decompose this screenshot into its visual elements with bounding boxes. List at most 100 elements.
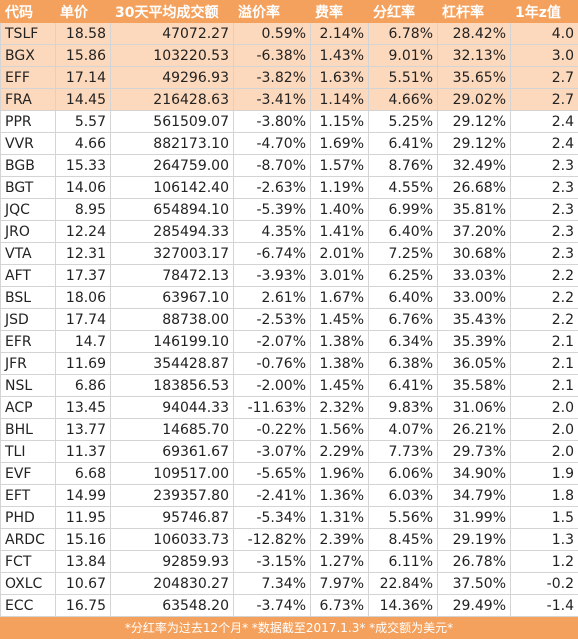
table-cell: 1.9: [511, 463, 578, 485]
table-cell: 16.75: [56, 595, 111, 617]
table-cell: TSLF: [1, 23, 56, 45]
table-cell: 2.7: [511, 89, 578, 111]
table-cell: 2.2: [511, 287, 578, 309]
table-cell: 1.45%: [311, 309, 369, 331]
table-cell: -1.4: [511, 595, 578, 617]
table-cell: 2.3: [511, 221, 578, 243]
table-cell: -3.07%: [234, 441, 311, 463]
table-cell: 18.58: [56, 23, 111, 45]
table-cell: 37.20%: [438, 221, 511, 243]
table-cell: 32.13%: [438, 45, 511, 67]
table-cell: 9.83%: [369, 397, 438, 419]
table-cell: 561509.07: [111, 111, 234, 133]
table-cell: -3.41%: [234, 89, 311, 111]
table-cell: 95746.87: [111, 507, 234, 529]
table-cell: -2.00%: [234, 375, 311, 397]
table-cell: 63548.20: [111, 595, 234, 617]
table-cell: 14.99: [56, 485, 111, 507]
table-cell: 2.1: [511, 375, 578, 397]
table-cell: 12.24: [56, 221, 111, 243]
header-cell: 代码: [1, 1, 56, 23]
table-cell: 1.57%: [311, 155, 369, 177]
table-cell: 2.32%: [311, 397, 369, 419]
table-cell: 6.40%: [369, 221, 438, 243]
table-cell: 8.45%: [369, 529, 438, 551]
header-cell: 分红率: [369, 1, 438, 23]
table-cell: 94044.33: [111, 397, 234, 419]
table-cell: 1.36%: [311, 485, 369, 507]
table-cell: 26.78%: [438, 551, 511, 573]
table-cell: 17.74: [56, 309, 111, 331]
table-cell: 5.25%: [369, 111, 438, 133]
table-cell: -3.74%: [234, 595, 311, 617]
table-cell: 1.43%: [311, 45, 369, 67]
table-cell: 109517.00: [111, 463, 234, 485]
table-cell: 6.78%: [369, 23, 438, 45]
table-cell: 14.36%: [369, 595, 438, 617]
table-cell: 285494.33: [111, 221, 234, 243]
table-cell: 3.0: [511, 45, 578, 67]
table-cell: JRO: [1, 221, 56, 243]
table-cell: JFR: [1, 353, 56, 375]
table-cell: 204830.27: [111, 573, 234, 595]
table-cell: 6.03%: [369, 485, 438, 507]
table-cell: -5.39%: [234, 199, 311, 221]
table-cell: 1.38%: [311, 331, 369, 353]
table-cell: 5.51%: [369, 67, 438, 89]
table-cell: 18.06: [56, 287, 111, 309]
table-cell: 26.68%: [438, 177, 511, 199]
table-cell: 2.29%: [311, 441, 369, 463]
table-cell: 2.3: [511, 199, 578, 221]
table-cell: 1.27%: [311, 551, 369, 573]
table-cell: -6.38%: [234, 45, 311, 67]
table-cell: 4.66%: [369, 89, 438, 111]
table-cell: 10.67: [56, 573, 111, 595]
table-cell: 4.0: [511, 23, 578, 45]
table-cell: 6.41%: [369, 375, 438, 397]
table-cell: 30.68%: [438, 243, 511, 265]
table-cell: 34.90%: [438, 463, 511, 485]
table-cell: EVF: [1, 463, 56, 485]
table-cell: 29.19%: [438, 529, 511, 551]
table-cell: -4.70%: [234, 133, 311, 155]
header-cell: 30天平均成交额: [111, 1, 234, 23]
table-cell: 14685.70: [111, 419, 234, 441]
header-cell: 杠杆率: [438, 1, 511, 23]
table-cell: 216428.63: [111, 89, 234, 111]
table-cell: 327003.17: [111, 243, 234, 265]
table-cell: 7.73%: [369, 441, 438, 463]
table-cell: 15.86: [56, 45, 111, 67]
table-cell: 2.0: [511, 441, 578, 463]
table-cell: 882173.10: [111, 133, 234, 155]
table-cell: 14.06: [56, 177, 111, 199]
table-cell: -2.07%: [234, 331, 311, 353]
table-cell: 35.39%: [438, 331, 511, 353]
table-cell: 2.7: [511, 67, 578, 89]
table-cell: -2.53%: [234, 309, 311, 331]
table-cell: 17.37: [56, 265, 111, 287]
table-cell: -3.80%: [234, 111, 311, 133]
table-cell: 2.0: [511, 397, 578, 419]
table-cell: TLI: [1, 441, 56, 463]
table-cell: BHL: [1, 419, 56, 441]
header-cell: 费率: [311, 1, 369, 23]
table-cell: 1.40%: [311, 199, 369, 221]
table-cell: VTA: [1, 243, 56, 265]
table-cell: 6.06%: [369, 463, 438, 485]
table-cell: 5.56%: [369, 507, 438, 529]
table-cell: 2.2: [511, 265, 578, 287]
header-cell: 单价: [56, 1, 111, 23]
table-cell: 3.01%: [311, 265, 369, 287]
table-cell: 2.3: [511, 177, 578, 199]
